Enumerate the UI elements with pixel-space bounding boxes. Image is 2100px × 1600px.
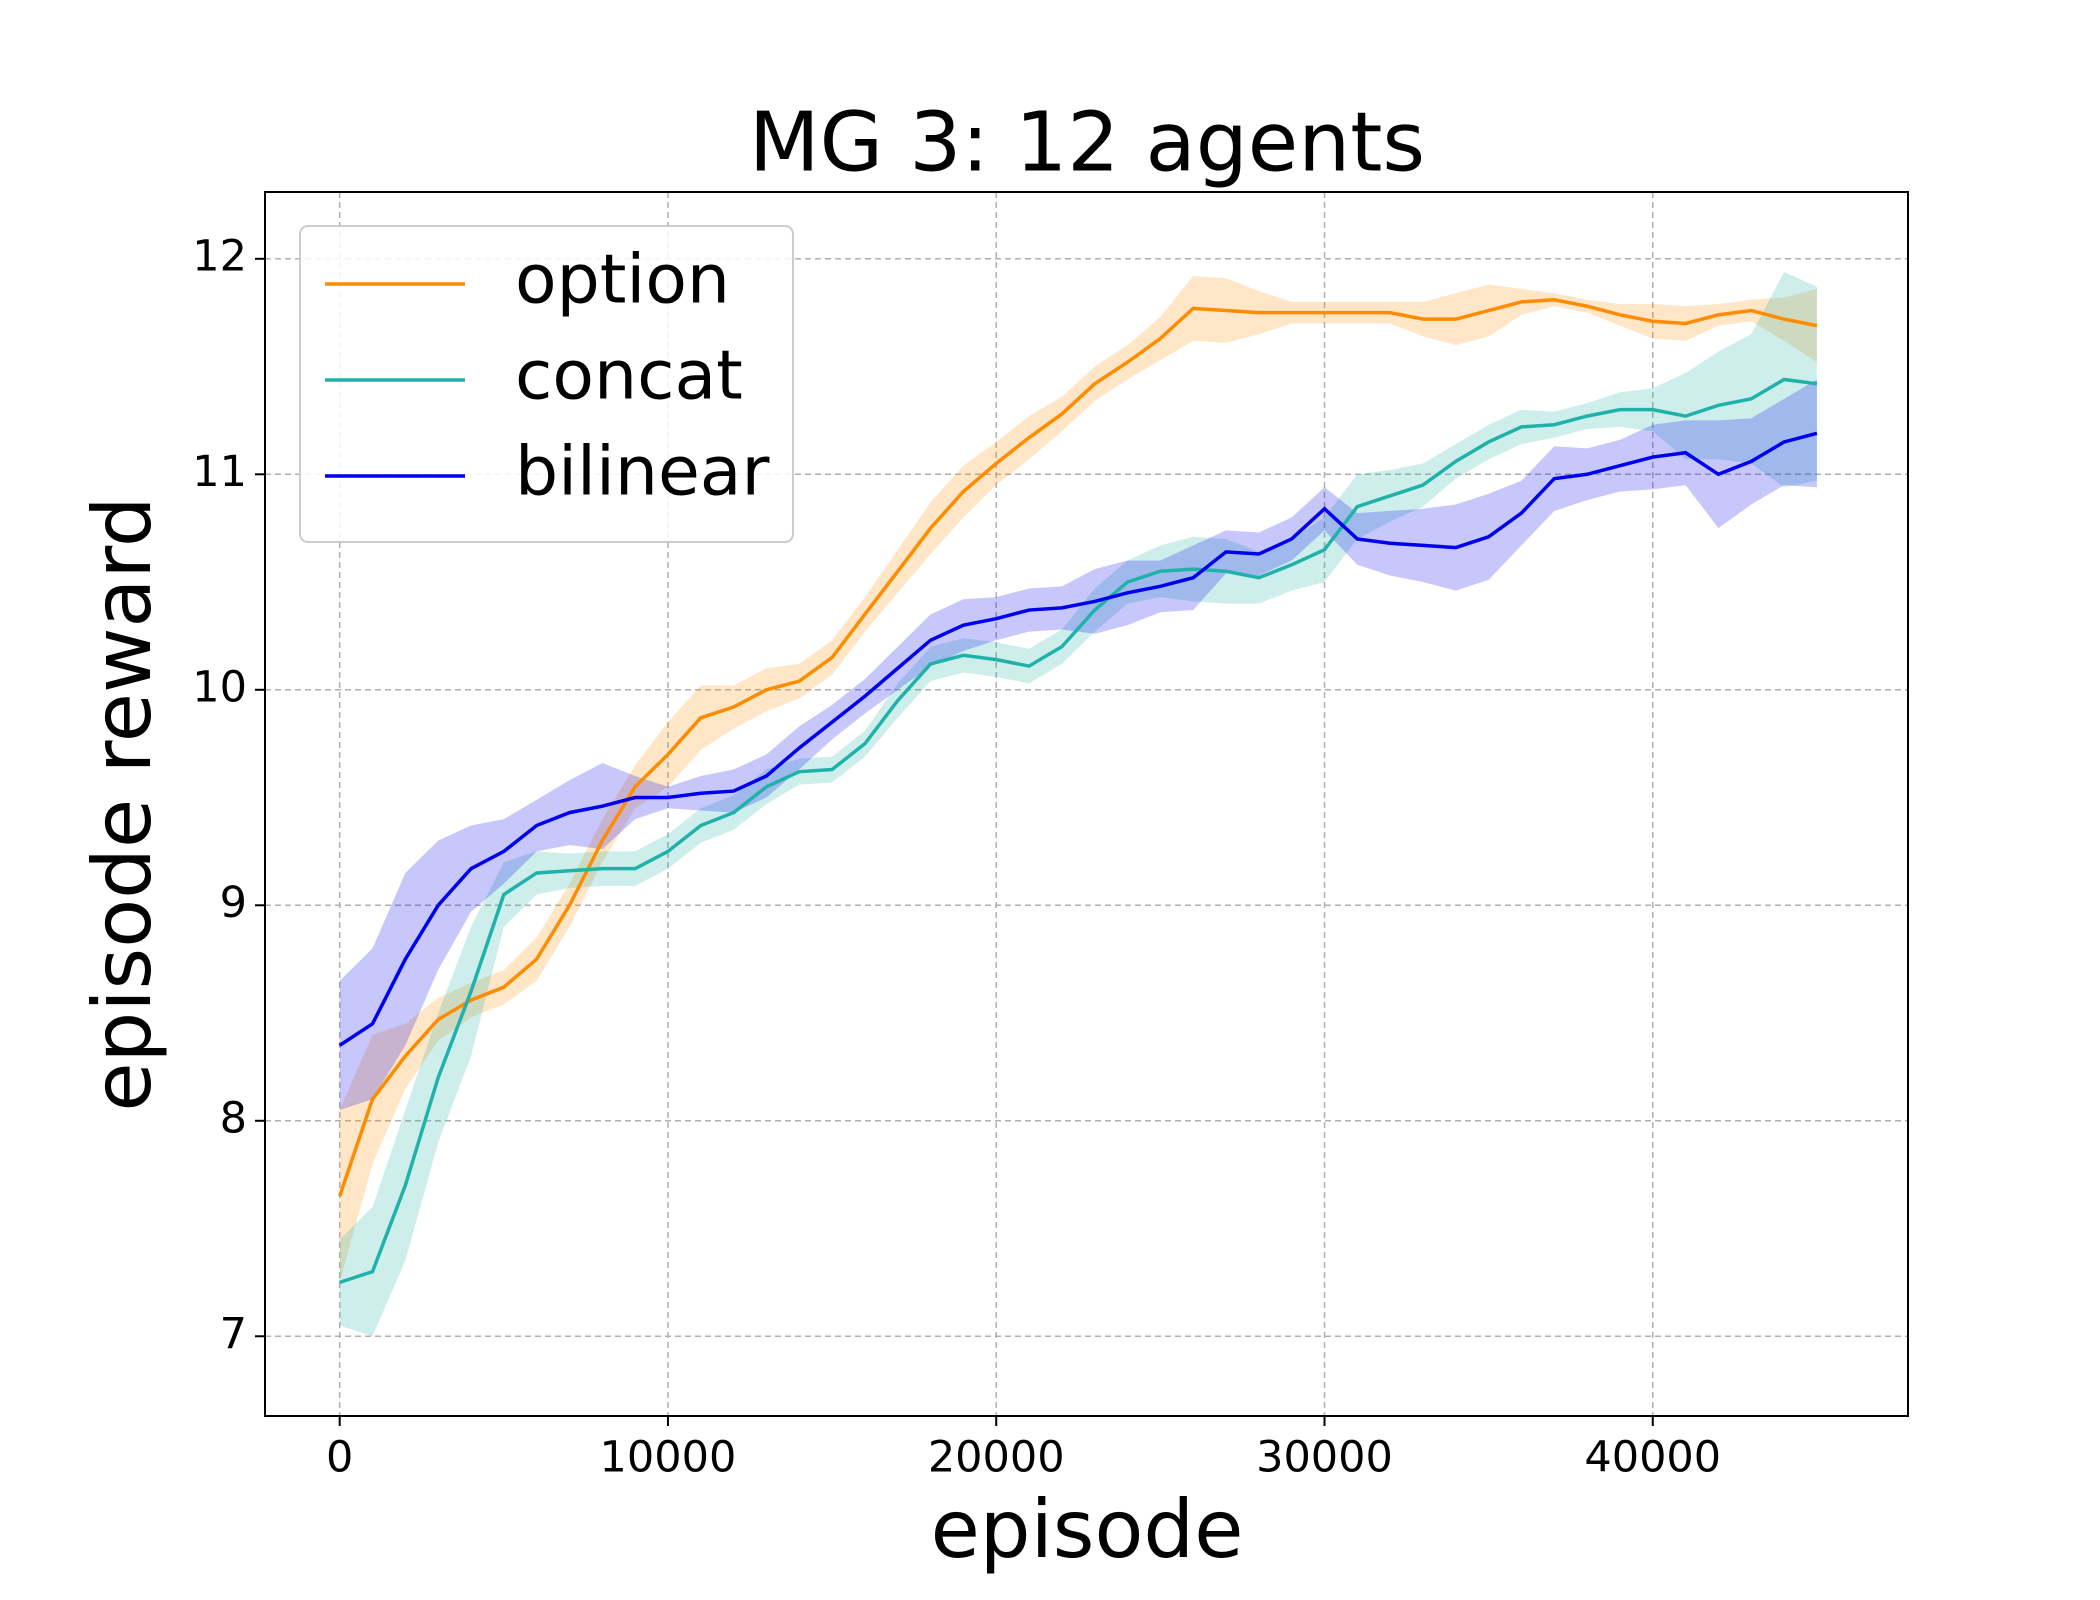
- x-tick-label: 40000: [1584, 1433, 1721, 1483]
- chart-title: MG 3: 12 agents: [749, 95, 1425, 190]
- line: [338, 297, 1818, 1197]
- x-axis-label: episode: [931, 1483, 1244, 1576]
- x-tick-label: 30000: [1256, 1433, 1393, 1483]
- y-tick-label: 9: [220, 878, 247, 928]
- x-tick-label: 10000: [600, 1433, 737, 1483]
- legend-label: concat: [515, 337, 743, 416]
- band: [339, 379, 1817, 1110]
- y-axis-label: episode reward: [76, 496, 169, 1111]
- x-tick-label: 20000: [928, 1433, 1065, 1483]
- legend-label: option: [515, 241, 730, 320]
- legend: option concat bilinear: [299, 225, 794, 543]
- plot-frame: [264, 191, 1909, 1417]
- y-tick-label: 10: [192, 662, 247, 712]
- y-tick-label: 11: [192, 447, 247, 497]
- band: [339, 276, 1817, 1283]
- y-tick-label: 12: [192, 231, 247, 281]
- line: [338, 431, 1818, 1047]
- y-tick-label: 7: [220, 1309, 247, 1359]
- x-tick-label: 0: [326, 1433, 353, 1483]
- y-tick-label: 8: [220, 1093, 247, 1143]
- line: [339, 377, 1818, 1285]
- legend-box: [299, 225, 794, 543]
- legend-label: bilinear: [515, 433, 769, 512]
